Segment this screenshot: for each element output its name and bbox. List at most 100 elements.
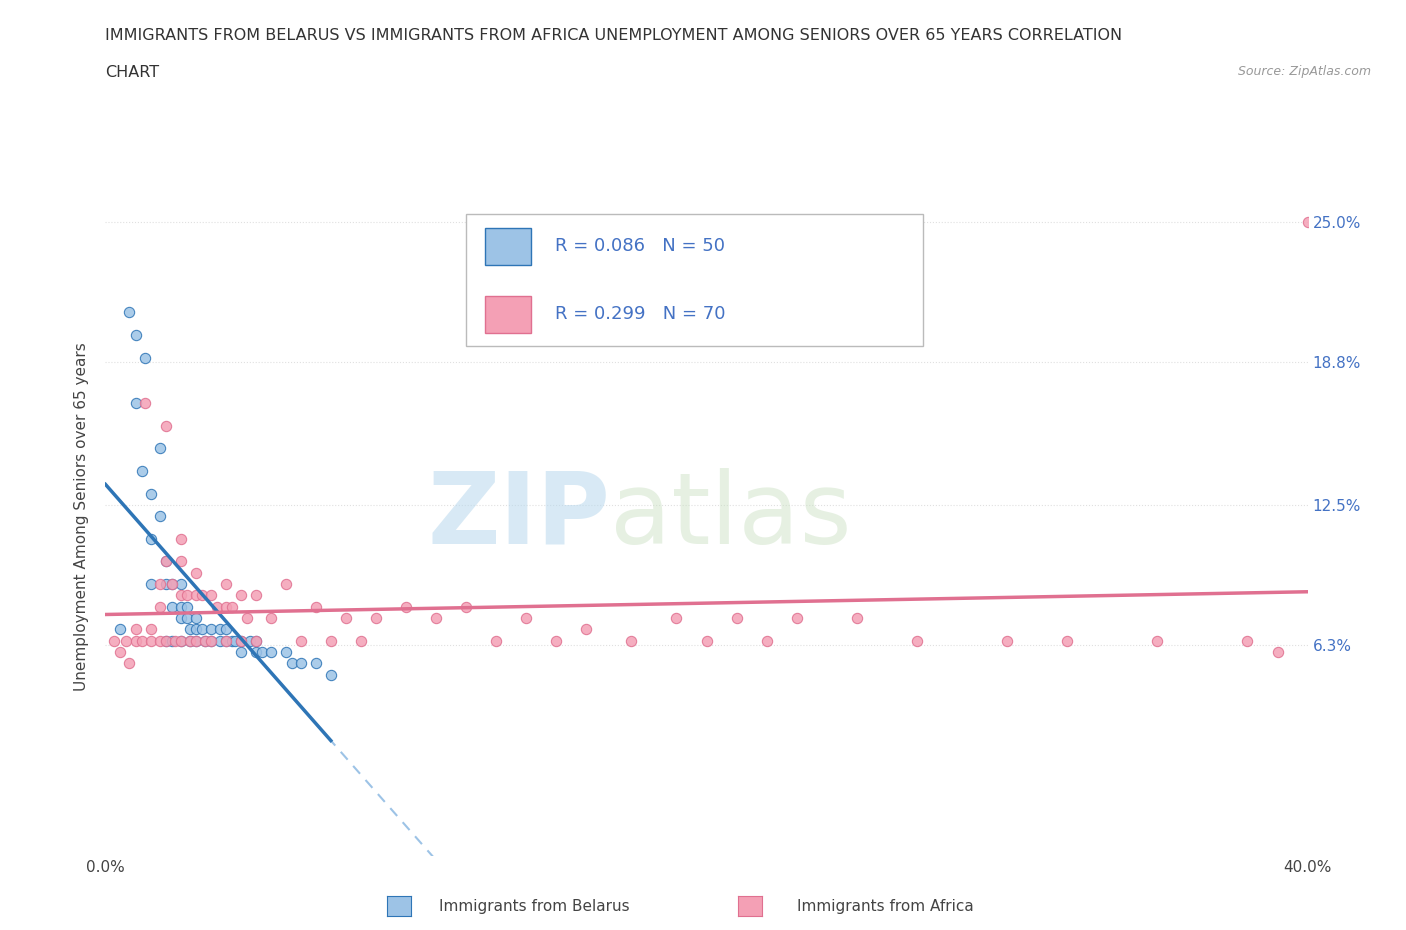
Point bbox=[245, 588, 267, 603]
Text: Immigrants from Africa: Immigrants from Africa bbox=[797, 899, 974, 914]
Point bbox=[179, 633, 201, 648]
Point bbox=[786, 611, 808, 626]
Point bbox=[160, 577, 183, 591]
Point bbox=[179, 622, 201, 637]
Point bbox=[221, 599, 243, 614]
Point bbox=[155, 633, 177, 648]
Text: CHART: CHART bbox=[105, 65, 159, 80]
Point bbox=[194, 633, 217, 648]
Point bbox=[274, 644, 297, 659]
Point bbox=[169, 599, 191, 614]
Point bbox=[845, 611, 868, 626]
Point bbox=[155, 554, 177, 569]
Point bbox=[229, 588, 252, 603]
Point bbox=[124, 395, 146, 410]
Point bbox=[214, 577, 236, 591]
Point bbox=[155, 418, 177, 433]
Point bbox=[160, 599, 183, 614]
Point bbox=[134, 351, 156, 365]
Point bbox=[110, 644, 132, 659]
Bar bbox=[485, 296, 531, 333]
Point bbox=[239, 633, 262, 648]
Point bbox=[169, 554, 191, 569]
Point bbox=[184, 622, 207, 637]
Point bbox=[169, 577, 191, 591]
Point bbox=[176, 588, 198, 603]
Point bbox=[274, 577, 297, 591]
Text: Source: ZipAtlas.com: Source: ZipAtlas.com bbox=[1237, 65, 1371, 78]
Point bbox=[148, 599, 170, 614]
Point bbox=[163, 633, 186, 648]
Point bbox=[995, 633, 1018, 648]
Point bbox=[124, 622, 146, 637]
Point bbox=[200, 622, 222, 637]
Point bbox=[350, 633, 373, 648]
Bar bbox=[465, 214, 922, 347]
Point bbox=[208, 633, 231, 648]
Point bbox=[103, 633, 125, 648]
Point bbox=[169, 531, 191, 546]
Text: Immigrants from Belarus: Immigrants from Belarus bbox=[439, 899, 630, 914]
Point bbox=[229, 644, 252, 659]
Point bbox=[290, 633, 312, 648]
Point bbox=[229, 633, 252, 648]
Point bbox=[131, 633, 153, 648]
Point bbox=[160, 633, 183, 648]
Point bbox=[214, 622, 236, 637]
Point bbox=[224, 633, 246, 648]
Point bbox=[319, 633, 342, 648]
Text: R = 0.086   N = 50: R = 0.086 N = 50 bbox=[555, 237, 725, 256]
Point bbox=[281, 656, 304, 671]
Point bbox=[200, 633, 222, 648]
Point bbox=[290, 656, 312, 671]
Point bbox=[214, 599, 236, 614]
Point bbox=[395, 599, 418, 614]
Point bbox=[176, 611, 198, 626]
Point bbox=[131, 463, 153, 478]
Point bbox=[124, 633, 146, 648]
Point bbox=[184, 633, 207, 648]
Point bbox=[454, 599, 477, 614]
Point bbox=[620, 633, 643, 648]
Point bbox=[134, 395, 156, 410]
Point bbox=[245, 633, 267, 648]
Point bbox=[319, 667, 342, 682]
Text: atlas: atlas bbox=[610, 468, 852, 565]
Point bbox=[160, 577, 183, 591]
Point bbox=[425, 611, 447, 626]
Point bbox=[139, 577, 162, 591]
Point bbox=[124, 327, 146, 342]
Point bbox=[1146, 633, 1168, 648]
Point bbox=[1267, 644, 1289, 659]
Point bbox=[214, 633, 236, 648]
Point bbox=[148, 633, 170, 648]
Point bbox=[118, 656, 141, 671]
Point bbox=[200, 633, 222, 648]
Point bbox=[305, 599, 328, 614]
Text: R = 0.299   N = 70: R = 0.299 N = 70 bbox=[555, 305, 725, 324]
Point bbox=[179, 633, 201, 648]
Point bbox=[139, 633, 162, 648]
Point bbox=[155, 633, 177, 648]
Point bbox=[169, 588, 191, 603]
Point bbox=[245, 633, 267, 648]
Point bbox=[148, 577, 170, 591]
Point bbox=[190, 588, 212, 603]
Point bbox=[184, 611, 207, 626]
Bar bbox=[485, 228, 531, 265]
Point bbox=[905, 633, 928, 648]
Text: IMMIGRANTS FROM BELARUS VS IMMIGRANTS FROM AFRICA UNEMPLOYMENT AMONG SENIORS OVE: IMMIGRANTS FROM BELARUS VS IMMIGRANTS FR… bbox=[105, 28, 1122, 43]
Point bbox=[260, 611, 283, 626]
Point bbox=[194, 633, 217, 648]
Point bbox=[305, 656, 328, 671]
Point bbox=[118, 305, 141, 320]
Point bbox=[725, 611, 748, 626]
Point bbox=[364, 611, 387, 626]
Point bbox=[696, 633, 718, 648]
Point bbox=[221, 633, 243, 648]
Point bbox=[208, 622, 231, 637]
Point bbox=[139, 622, 162, 637]
Point bbox=[169, 611, 191, 626]
Point bbox=[485, 633, 508, 648]
Point bbox=[169, 633, 191, 648]
